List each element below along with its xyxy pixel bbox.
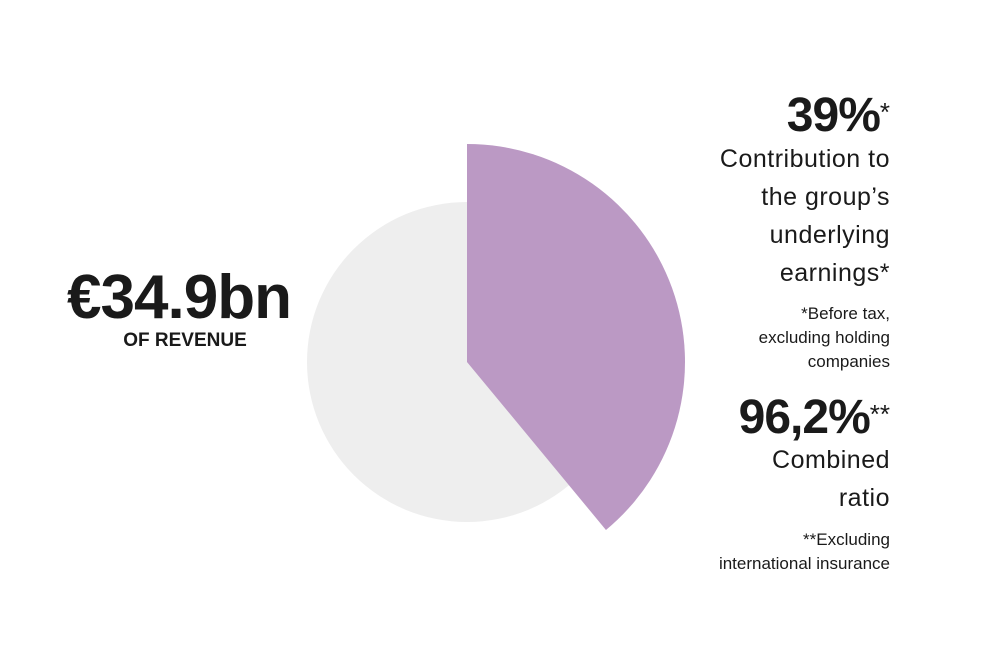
pie-slice <box>467 144 685 530</box>
stat-footnote: **Excluding international insurance <box>719 528 890 576</box>
footnote-mark: ** <box>869 399 890 429</box>
text-line: international insurance <box>718 554 890 573</box>
text-line: the group’s <box>761 183 890 211</box>
revenue-caption: OF REVENUE <box>123 330 247 351</box>
text-line: **Excluding <box>803 530 890 549</box>
footnote-mark: * <box>879 97 890 127</box>
value-label: 39% <box>786 89 881 142</box>
stat-footnote: *Before tax, excluding holding companies <box>759 302 890 374</box>
text-line: underlying <box>769 221 890 249</box>
stat-value: 96,2%** <box>739 390 890 446</box>
stat-value: 39%* <box>787 88 890 144</box>
text-line: earnings* <box>779 259 890 287</box>
text-line: excluding holding <box>758 328 890 347</box>
text-line: Combined <box>772 446 890 474</box>
text-line: Contribution to <box>719 145 890 173</box>
stat-figure: 96,2% <box>738 391 871 444</box>
stat-description: Combined ratio <box>772 441 890 517</box>
revenue-amount: €34.9bn <box>67 263 292 332</box>
text-line: *Before tax, <box>801 304 890 323</box>
text-line: ratio <box>838 484 890 512</box>
stat-description: Contribution to the group’s underlying earn… <box>720 140 890 292</box>
text-line: companies <box>807 352 890 371</box>
